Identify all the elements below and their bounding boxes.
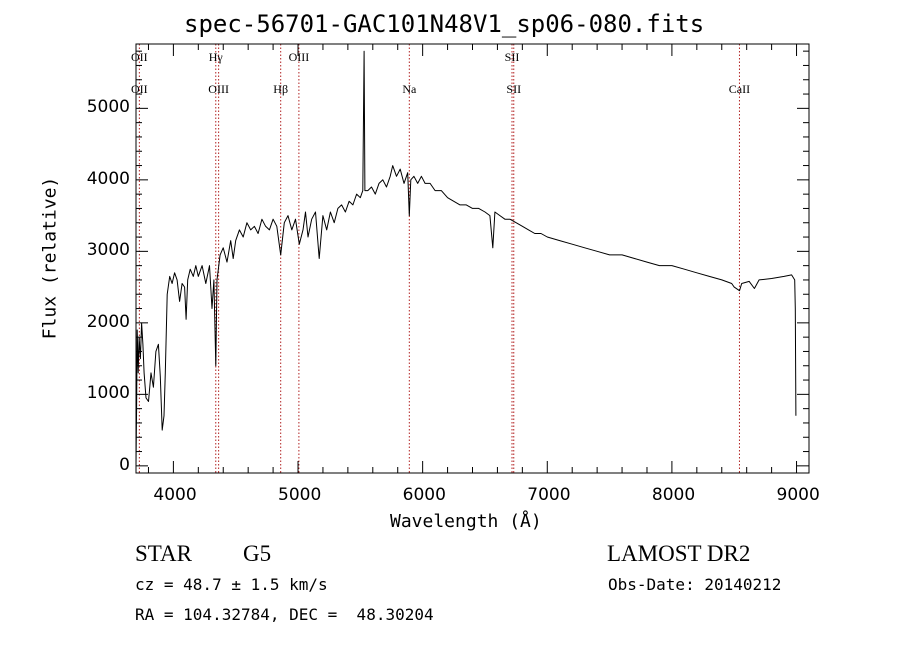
axis-ticks (136, 44, 809, 473)
survey-name: LAMOST DR2 (607, 541, 751, 566)
spectral-line-label: SII (504, 50, 520, 64)
spectral-line-label: OII (131, 82, 148, 96)
x-tick-label: 5000 (278, 485, 322, 505)
spectral-line-label: CaII (728, 82, 751, 96)
spectral-line-label: OIII (208, 82, 229, 96)
spectral-line-label: Hβ (273, 82, 289, 96)
y-tick-label: 0 (119, 454, 130, 475)
y-axis-label: Flux (relative) (39, 176, 61, 340)
y-tick-label: 1000 (86, 383, 130, 404)
x-axis-label: Wavelength (Å) (390, 511, 542, 532)
y-tick-label: 4000 (86, 168, 130, 189)
redshift-text: cz = 48.7 ± 1.5 km/s (135, 575, 328, 594)
y-tick-label: 2000 (86, 311, 130, 332)
plot-frame (135, 43, 810, 474)
x-tick-label: 7000 (527, 485, 571, 505)
y-tick-label: 5000 (86, 97, 130, 118)
object-subclass: G5 (243, 541, 272, 566)
spectral-line-label: Hγ (208, 50, 223, 64)
spectrum-line (135, 50, 797, 466)
x-tick-label: 8000 (651, 485, 696, 505)
y-tick-label: 3000 (86, 240, 130, 261)
spectral-line-label: SII (506, 82, 522, 96)
emission-line-markers (138, 44, 740, 473)
spectral-line-label: Na (402, 82, 417, 96)
x-tick-label: 9000 (776, 485, 820, 505)
obs-date-text: Obs-Date: 20140212 (608, 575, 782, 594)
object-class: STAR (135, 541, 192, 566)
coords-text: RA = 104.32784, DEC = 48.30204 (135, 605, 434, 624)
spectral-line-label: OIII (288, 50, 310, 64)
chart-title: spec-56701-GAC101N48V1_sp06-080.fits (184, 10, 705, 38)
x-tick-label: 4000 (153, 485, 197, 505)
spectral-line-label: OII (131, 50, 148, 64)
x-tick-label: 6000 (402, 485, 446, 505)
